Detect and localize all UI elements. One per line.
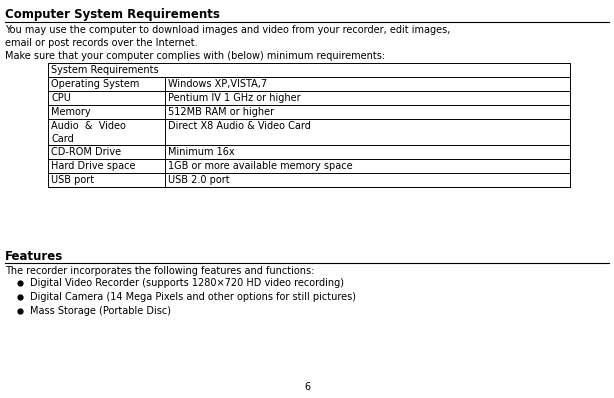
Text: Hard Drive space: Hard Drive space: [51, 161, 136, 171]
Bar: [48, 63, 570, 187]
Text: Windows XP,VISTA,7: Windows XP,VISTA,7: [168, 79, 267, 89]
Text: Pentium IV 1 GHz or higher: Pentium IV 1 GHz or higher: [168, 93, 301, 103]
Text: Make sure that your computer complies with (below) minimum requirements:: Make sure that your computer complies wi…: [5, 51, 385, 61]
Text: You may use the computer to download images and video from your recorder, edit i: You may use the computer to download ima…: [5, 25, 451, 35]
Text: 6: 6: [304, 382, 310, 392]
Text: System Requirements: System Requirements: [51, 65, 158, 75]
Text: Direct X8 Audio & Video Card: Direct X8 Audio & Video Card: [168, 121, 311, 131]
Text: Memory: Memory: [51, 107, 91, 117]
Text: Audio  &  Video: Audio & Video: [51, 121, 126, 131]
Text: Computer System Requirements: Computer System Requirements: [5, 8, 220, 21]
Text: CPU: CPU: [51, 93, 71, 103]
Text: Features: Features: [5, 250, 63, 263]
Text: The recorder incorporates the following features and functions:: The recorder incorporates the following …: [5, 266, 314, 276]
Text: Minimum 16x: Minimum 16x: [168, 147, 235, 157]
Text: Digital Video Recorder (supports 1280×720 HD video recording): Digital Video Recorder (supports 1280×72…: [30, 278, 344, 288]
Text: CD-ROM Drive: CD-ROM Drive: [51, 147, 121, 157]
Text: Mass Storage (Portable Disc): Mass Storage (Portable Disc): [30, 306, 171, 316]
Text: Operating System: Operating System: [51, 79, 139, 89]
Text: email or post records over the Internet.: email or post records over the Internet.: [5, 38, 198, 48]
Text: USB port: USB port: [51, 175, 94, 185]
Text: Card: Card: [51, 134, 74, 144]
Text: Digital Camera (14 Mega Pixels and other options for still pictures): Digital Camera (14 Mega Pixels and other…: [30, 292, 356, 302]
Text: 512MB RAM or higher: 512MB RAM or higher: [168, 107, 274, 117]
Text: 1GB or more available memory space: 1GB or more available memory space: [168, 161, 352, 171]
Text: USB 2.0 port: USB 2.0 port: [168, 175, 230, 185]
